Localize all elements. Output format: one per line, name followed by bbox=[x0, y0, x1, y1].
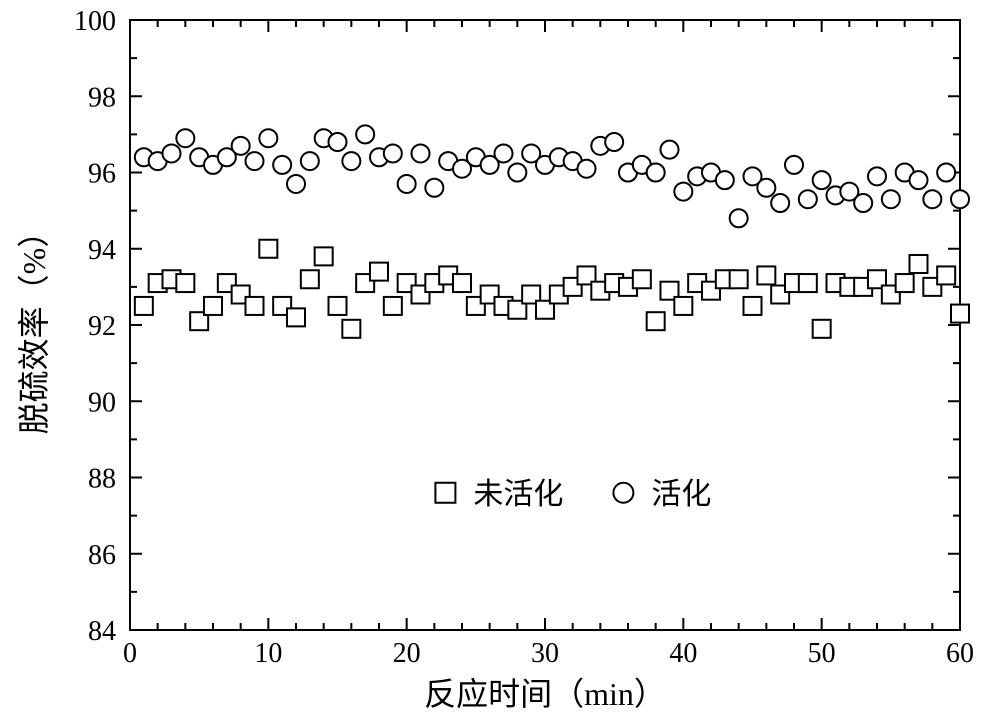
data-point-circle bbox=[854, 194, 872, 212]
x-tick-label: 50 bbox=[808, 638, 836, 669]
data-point-circle bbox=[259, 129, 277, 147]
data-point-circle bbox=[329, 133, 347, 151]
data-point-circle bbox=[730, 209, 748, 227]
data-point-circle bbox=[785, 156, 803, 174]
legend-marker-circle bbox=[613, 483, 633, 503]
data-point-square bbox=[757, 266, 775, 284]
data-point-square bbox=[896, 274, 914, 292]
data-point-circle bbox=[398, 175, 416, 193]
x-tick-label: 30 bbox=[531, 638, 559, 669]
data-point-circle bbox=[578, 160, 596, 178]
data-point-circle bbox=[674, 183, 692, 201]
y-tick-label: 94 bbox=[88, 235, 116, 266]
y-tick-label: 88 bbox=[88, 464, 116, 495]
y-tick-label: 90 bbox=[88, 387, 116, 418]
data-point-square bbox=[370, 263, 388, 281]
data-point-square bbox=[135, 297, 153, 315]
data-point-circle bbox=[661, 141, 679, 159]
data-point-circle bbox=[799, 190, 817, 208]
data-point-square bbox=[342, 320, 360, 338]
data-point-circle bbox=[910, 171, 928, 189]
x-tick-label: 60 bbox=[946, 638, 974, 669]
data-point-circle bbox=[757, 179, 775, 197]
data-point-circle bbox=[425, 179, 443, 197]
data-point-circle bbox=[495, 144, 513, 162]
data-point-square bbox=[674, 297, 692, 315]
data-point-square bbox=[647, 312, 665, 330]
chart-container: 0 10 20 30 40 50 60 84 86 88 90 92 94 96 98 100 反应时间（min… bbox=[0, 0, 1000, 722]
data-point-circle bbox=[716, 171, 734, 189]
data-point-square bbox=[744, 297, 762, 315]
x-tick-label: 0 bbox=[123, 638, 137, 669]
data-point-circle bbox=[882, 190, 900, 208]
data-point-circle bbox=[342, 152, 360, 170]
data-point-circle bbox=[923, 190, 941, 208]
data-point-square bbox=[204, 297, 222, 315]
data-point-square bbox=[287, 308, 305, 326]
data-point-circle bbox=[771, 194, 789, 212]
data-point-circle bbox=[384, 144, 402, 162]
data-point-circle bbox=[412, 144, 430, 162]
y-tick-label: 84 bbox=[88, 616, 116, 647]
data-point-square bbox=[315, 247, 333, 265]
data-point-square bbox=[937, 266, 955, 284]
data-point-square bbox=[384, 297, 402, 315]
data-point-square bbox=[301, 270, 319, 288]
data-point-circle bbox=[508, 164, 526, 182]
data-point-square bbox=[910, 255, 928, 273]
data-point-circle bbox=[937, 164, 955, 182]
data-point-circle bbox=[951, 190, 969, 208]
y-axis-title: 脱硫效率（%） bbox=[16, 216, 52, 435]
y-tick-label: 86 bbox=[88, 540, 116, 571]
data-point-circle bbox=[246, 152, 264, 170]
data-point-circle bbox=[232, 137, 250, 155]
data-point-square bbox=[951, 305, 969, 323]
data-point-square bbox=[633, 270, 651, 288]
data-point-square bbox=[259, 240, 277, 258]
legend-label: 活化 bbox=[651, 478, 711, 511]
data-point-circle bbox=[287, 175, 305, 193]
data-point-circle bbox=[163, 144, 181, 162]
data-point-circle bbox=[647, 164, 665, 182]
y-tick-label: 98 bbox=[88, 82, 116, 113]
data-point-circle bbox=[605, 133, 623, 151]
data-point-circle bbox=[176, 129, 194, 147]
data-point-square bbox=[730, 270, 748, 288]
data-point-circle bbox=[356, 125, 374, 143]
data-point-square bbox=[329, 297, 347, 315]
data-point-square bbox=[813, 320, 831, 338]
x-axis-title: 反应时间（min） bbox=[424, 676, 666, 712]
data-point-square bbox=[246, 297, 264, 315]
x-tick-label: 40 bbox=[669, 638, 697, 669]
legend-marker-square bbox=[435, 483, 455, 503]
data-point-circle bbox=[868, 167, 886, 185]
y-tick-label: 96 bbox=[88, 159, 116, 190]
data-point-square bbox=[453, 274, 471, 292]
chart-svg: 0 10 20 30 40 50 60 84 86 88 90 92 94 96 98 100 反应时间（min… bbox=[0, 0, 1000, 722]
data-point-circle bbox=[301, 152, 319, 170]
data-point-square bbox=[176, 274, 194, 292]
x-tick-label: 10 bbox=[254, 638, 282, 669]
y-tick-label: 100 bbox=[74, 6, 116, 37]
data-point-circle bbox=[813, 171, 831, 189]
data-point-square bbox=[799, 274, 817, 292]
x-tick-label: 20 bbox=[393, 638, 421, 669]
data-point-circle bbox=[273, 156, 291, 174]
legend-label: 未活化 bbox=[473, 478, 563, 511]
y-tick-label: 92 bbox=[88, 311, 116, 342]
